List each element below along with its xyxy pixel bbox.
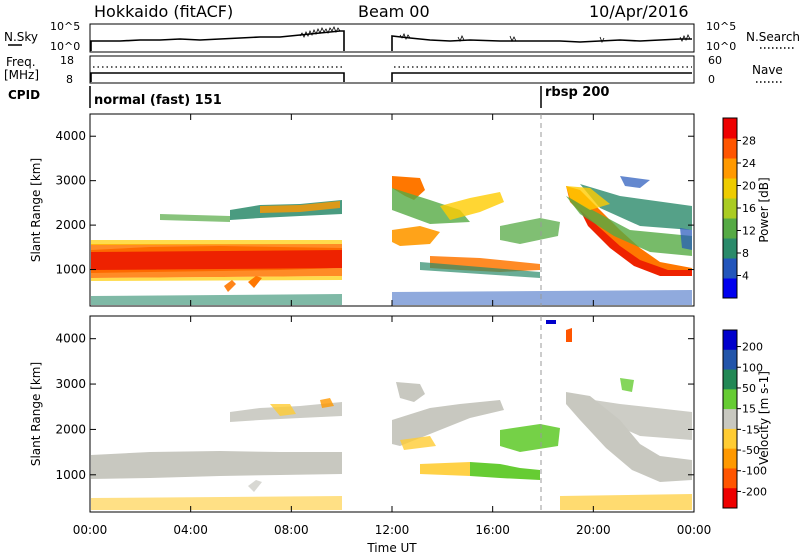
x-tick-label: 16:00 <box>475 523 510 537</box>
velocity-colorbar-cell <box>723 349 737 371</box>
velocity-colorbar-cell <box>723 389 737 410</box>
power-colorbar-cell <box>723 158 737 179</box>
x-tick-label: 08:00 <box>274 523 309 537</box>
nave-label: Nave <box>752 63 783 77</box>
velocity-colorbar-tick-label: 100 <box>742 361 763 374</box>
noise-right-tick-top: 10^5 <box>706 20 736 33</box>
velocity-colorbar-tick-label: 200 <box>742 341 763 354</box>
power-echo-fill <box>91 176 692 305</box>
velocity-colorbar: 200 100 50 15 -15 -50 -100 -200 Velocity [m s-1… <box>722 329 771 509</box>
power-colorbar-cell <box>723 278 737 299</box>
noise-left-label: N.Sky <box>4 30 38 44</box>
x-tick-label: 12:00 <box>375 523 410 537</box>
power-colorbar-tick-label: 20 <box>742 180 756 193</box>
velocity-colorbar-cell <box>723 330 737 351</box>
noise-left-tick-bottom: 10^0 <box>50 40 80 53</box>
freq-right-tick-top: 60 <box>708 54 722 67</box>
x-axis-ticks: 00:00 04:00 08:00 12:00 16:00 20:00 00:00 <box>73 114 712 537</box>
power-colorbar-cell <box>723 258 737 279</box>
velocity-axis-ticks: 1000 2000 3000 4000 <box>55 332 694 482</box>
freq-left-tick-top: 18 <box>60 54 74 67</box>
velocity-colorbar-cell <box>723 409 737 430</box>
velocity-colorbar-cell <box>723 448 737 469</box>
freq-trace <box>90 72 692 82</box>
noise-left-tick-top: 10^5 <box>50 20 80 33</box>
velocity-colorbar-tick-label: -15 <box>742 423 760 436</box>
power-ytick-label: 3000 <box>55 174 86 188</box>
date-title: 10/Apr/2016 <box>589 2 689 21</box>
power-colorbar-tick-label: 8 <box>742 247 749 260</box>
velocity-ytick-label: 2000 <box>55 422 86 436</box>
power-colorbar-tick-label: 28 <box>742 135 756 148</box>
velocity-colorbar-tick-label: 15 <box>742 403 756 416</box>
cpid-mode-normal: normal (fast) 151 <box>94 93 222 108</box>
velocity-echo-fill <box>91 320 692 510</box>
noise-sky-jitter <box>299 26 691 43</box>
freq-right-tick-bottom: 0 <box>708 73 715 86</box>
power-panel: 1000 2000 3000 4000 Slant Range [km] 4 8 12 16… <box>29 113 771 307</box>
x-tick-label: 00:00 <box>677 523 712 537</box>
velocity-colorbar-tick-label: -100 <box>742 465 767 478</box>
velocity-colorbar-cell <box>723 369 737 390</box>
velocity-panel: 1000 2000 3000 4000 Slant Range [km] 200 100… <box>29 315 771 513</box>
power-colorbar-label: Power [dB] <box>757 177 771 242</box>
freq-label-1: Freq. <box>6 55 36 69</box>
x-axis-title: Time UT <box>366 541 417 554</box>
power-axis-ticks: 1000 2000 3000 4000 <box>55 129 694 277</box>
power-ylabel: Slant Range [km] <box>29 158 43 262</box>
freq-label-2: [MHz] <box>4 68 39 82</box>
power-colorbar-cell <box>723 198 737 219</box>
power-ytick-label: 4000 <box>55 129 86 143</box>
noise-sky-trace-2 <box>391 35 692 51</box>
freq-left-tick-bottom: 8 <box>66 73 73 86</box>
power-colorbar-tick-label: 24 <box>742 157 756 170</box>
velocity-colorbar-tick-label: 50 <box>742 382 756 395</box>
velocity-ytick-label: 1000 <box>55 468 86 482</box>
noise-panel: N.Sky 10^5 10^0 10^5 10^0 N.Search <box>4 20 800 53</box>
x-tick-label: 00:00 <box>73 523 108 537</box>
beam-title: Beam 00 <box>358 2 430 21</box>
power-colorbar-tick-label: 4 <box>742 270 749 283</box>
noise-right-label: N.Search <box>746 30 800 44</box>
power-colorbar-cell <box>723 178 737 199</box>
power-colorbar-cell <box>723 218 737 239</box>
velocity-ytick-label: 4000 <box>55 332 86 346</box>
power-colorbar-cell <box>723 118 737 139</box>
velocity-ylabel: Slant Range [km] <box>29 362 43 466</box>
velocity-colorbar-label: Velocity [m s-1] <box>757 371 771 465</box>
velocity-colorbar-tick-label: -200 <box>742 485 767 498</box>
power-colorbar-tick-label: 16 <box>742 202 756 215</box>
power-colorbar: 4 8 12 16 20 24 28 Power [dB] <box>722 117 771 299</box>
cpid-row: CPID normal (fast) 151 rbsp 200 <box>8 85 609 108</box>
velocity-ytick-label: 3000 <box>55 377 86 391</box>
cpid-mode-rbsp: rbsp 200 <box>545 85 609 100</box>
velocity-colorbar-cell <box>723 428 737 450</box>
power-colorbar-tick-label: 12 <box>742 225 756 238</box>
station-title: Hokkaido (fitACF) <box>94 2 233 21</box>
x-tick-label: 20:00 <box>576 523 611 537</box>
power-colorbar-cell <box>723 138 737 159</box>
power-colorbar-cell <box>723 238 737 259</box>
noise-right-tick-bottom: 10^0 <box>706 40 736 53</box>
power-ytick-label: 1000 <box>55 263 86 277</box>
velocity-colorbar-tick-label: -50 <box>742 444 760 457</box>
velocity-colorbar-cell <box>723 488 737 509</box>
power-ytick-label: 2000 <box>55 218 86 232</box>
freq-panel: Freq. [MHz] 18 8 60 0 Nave <box>4 54 783 86</box>
cpid-label: CPID <box>8 88 40 102</box>
velocity-colorbar-cell <box>723 468 737 489</box>
noise-sky-trace-1 <box>90 30 345 51</box>
x-tick-label: 04:00 <box>173 523 208 537</box>
